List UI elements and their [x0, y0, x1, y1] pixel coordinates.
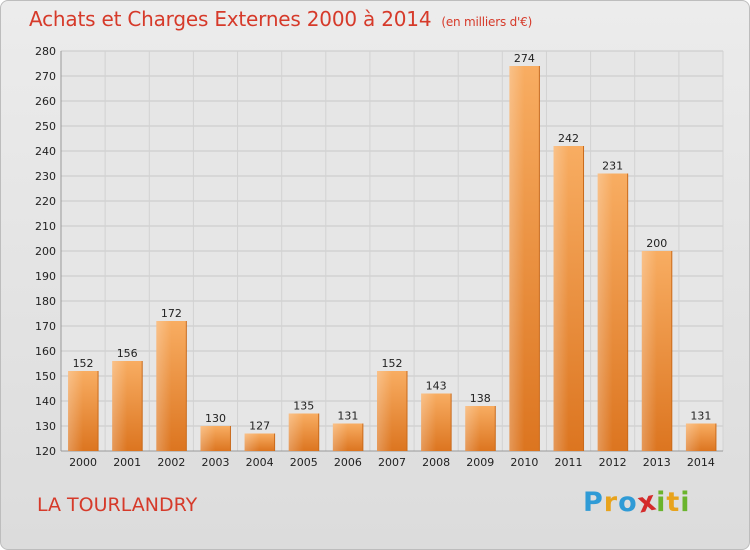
x-tick-label: 2014	[687, 456, 715, 469]
bar-highlight	[332, 423, 348, 451]
x-tick-label: 2002	[157, 456, 185, 469]
y-tick-label: 270	[35, 70, 56, 83]
chart-title: Achats et Charges Externes 2000 à 2014 (e…	[29, 7, 532, 31]
bar-highlight	[553, 146, 569, 451]
x-tick-label: 2012	[599, 456, 627, 469]
proxiti-logo: Proxiti	[583, 485, 691, 519]
logo-letter: i	[656, 487, 667, 518]
bar-highlight	[509, 66, 525, 451]
location-label: LA TOURLANDRY	[37, 494, 198, 516]
x-tick-label: 2003	[201, 456, 229, 469]
y-tick-label: 250	[35, 120, 56, 133]
y-tick-label: 140	[35, 395, 56, 408]
y-tick-label: 170	[35, 320, 56, 333]
x-tick-label: 2008	[422, 456, 450, 469]
logo-letter: P	[583, 487, 604, 518]
logo-letter: t	[666, 487, 681, 518]
bar-highlight	[377, 371, 392, 451]
x-tick-label: 2004	[246, 456, 274, 469]
bar-value-label: 156	[117, 347, 138, 360]
bar-value-label: 172	[161, 307, 182, 320]
logo-letter: i	[680, 487, 691, 518]
y-tick-label: 180	[35, 295, 56, 308]
x-tick-label: 2009	[466, 456, 494, 469]
bar-highlight	[288, 413, 304, 451]
y-tick-label: 160	[35, 345, 56, 358]
bar-value-label: 143	[426, 380, 447, 393]
bar-value-label: 131	[337, 410, 358, 423]
bar-value-label: 135	[293, 400, 314, 413]
bar-highlight	[421, 393, 437, 451]
bar-value-label: 127	[249, 420, 270, 433]
bar-value-label: 231	[602, 160, 623, 173]
y-tick-label: 130	[35, 420, 56, 433]
y-tick-label: 260	[35, 95, 56, 108]
x-tick-label: 2013	[643, 456, 671, 469]
chart-unit: (en milliers d'€)	[441, 15, 533, 29]
x-tick-label: 2007	[378, 456, 406, 469]
x-tick-label: 2006	[334, 456, 362, 469]
bar-value-label: 242	[558, 132, 579, 145]
y-tick-label: 210	[35, 220, 56, 233]
bar-value-label: 131	[690, 410, 711, 423]
y-tick-label: 220	[35, 195, 56, 208]
bar-highlight	[244, 433, 260, 451]
x-tick-label: 2000	[69, 456, 97, 469]
bar-highlight	[112, 361, 128, 451]
y-tick-label: 150	[35, 370, 56, 383]
x-tick-label: 2005	[290, 456, 318, 469]
bar-highlight	[200, 426, 216, 451]
bar-highlight	[68, 371, 84, 451]
logo-letter: r	[603, 487, 619, 518]
bar-value-label: 274	[514, 52, 535, 65]
x-tick-label: 2010	[510, 456, 538, 469]
bar-highlight	[465, 406, 481, 451]
x-tick-label: 2011	[555, 456, 583, 469]
bars: 152 156 172 130 127 135 131 152 143 138 274 242 231 2…	[68, 52, 717, 451]
logo-letter: o	[618, 487, 638, 518]
bar-highlight	[156, 321, 172, 451]
bar-value-label: 138	[470, 392, 491, 405]
bar-value-label: 152	[73, 357, 94, 370]
bar-value-label: 200	[646, 237, 667, 250]
bar-value-label: 130	[205, 412, 226, 425]
y-tick-label: 120	[35, 445, 56, 458]
bar-highlight	[641, 251, 657, 451]
bar-value-label: 152	[382, 357, 403, 370]
x-tick-label: 2001	[113, 456, 141, 469]
bar-highlight	[685, 423, 701, 451]
bar-highlight	[597, 173, 613, 451]
x-axis: 2000 2001 2002 2003 2004 2005 2006 2007 2008 2009…	[69, 456, 715, 469]
y-tick-label: 280	[35, 45, 56, 58]
y-tick-label: 190	[35, 270, 56, 283]
y-tick-label: 240	[35, 145, 56, 158]
chart-title-text: Achats et Charges Externes 2000 à 2014	[29, 7, 432, 31]
y-tick-label: 200	[35, 245, 56, 258]
y-tick-label: 230	[35, 170, 56, 183]
